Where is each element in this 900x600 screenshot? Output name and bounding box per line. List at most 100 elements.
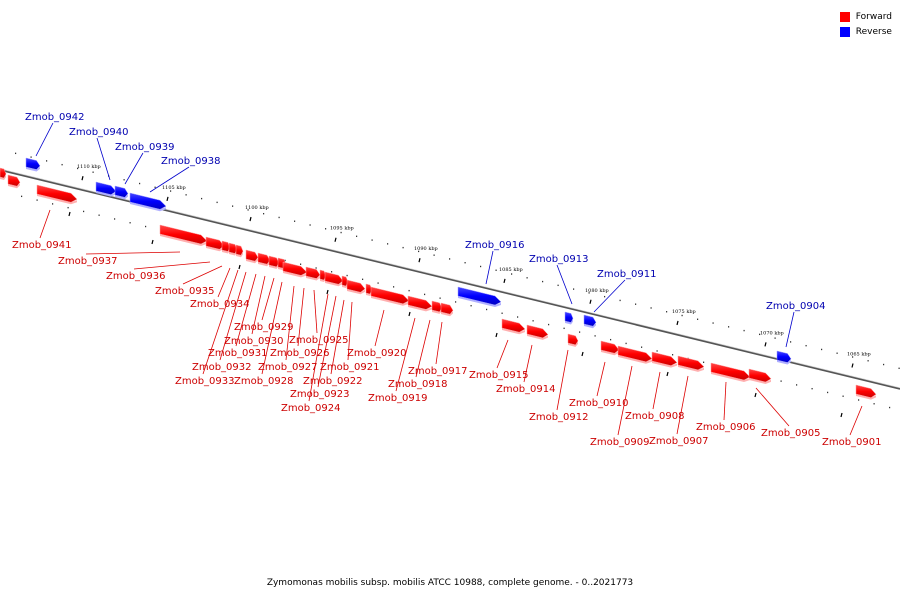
gene-leader-line [785, 311, 795, 348]
gene-leader-line [849, 405, 863, 436]
gene-label-zmob-0925[interactable]: Zmob_0925 [289, 335, 349, 346]
gene-arrow-zmob-0914[interactable] [526, 324, 549, 340]
gene-arrow-zmob-0918[interactable] [440, 302, 454, 317]
gene-arrow-zmob-0913[interactable] [564, 311, 574, 325]
gene-leader-line [652, 371, 661, 410]
gene-leader-line [395, 317, 416, 392]
gene-label-zmob-0911[interactable]: Zmob_0911 [597, 269, 657, 280]
gene-label-zmob-0923[interactable]: Zmob_0923 [290, 389, 350, 400]
gene-leader-line [261, 281, 283, 375]
gene-label-zmob-0901[interactable]: Zmob_0901 [822, 437, 882, 448]
gene-label-zmob-0909[interactable]: Zmob_0909 [590, 437, 650, 448]
gene-leader-line [219, 271, 247, 361]
gene-arrow-zmob-0931[interactable] [257, 252, 271, 267]
gene-arrow-zmob-0907[interactable] [677, 355, 705, 372]
gene-leader-line [85, 251, 181, 255]
gene-arrow-zmob-0940[interactable] [95, 181, 117, 197]
gene-label-zmob-0910[interactable]: Zmob_0910 [569, 398, 629, 409]
gene-leader-line [313, 289, 318, 334]
legend-forward: Forward [839, 9, 892, 24]
gene-label-zmob-0915[interactable]: Zmob_0915 [469, 370, 529, 381]
gene-label-zmob-0938[interactable]: Zmob_0938 [161, 156, 221, 167]
gene-label-zmob-0937[interactable]: Zmob_0937 [58, 256, 118, 267]
gene-label-zmob-0933[interactable]: Zmob_0933 [175, 376, 235, 387]
gene-leader-line [202, 269, 239, 375]
gene-arrow-zmob-0921[interactable] [370, 286, 410, 306]
gene-label-zmob-0942[interactable]: Zmob_0942 [25, 112, 85, 123]
gene-arrow-zmob-0932[interactable] [245, 249, 259, 264]
gene-leader-line [35, 122, 54, 157]
gene-arrow-zmob-0936[interactable] [205, 236, 225, 252]
gene-label-zmob-0936[interactable]: Zmob_0936 [106, 271, 166, 282]
gene-label-zmob-0914[interactable]: Zmob_0914 [496, 384, 556, 395]
gene-leader-line [308, 293, 329, 402]
gene-label-zmob-0907[interactable]: Zmob_0907 [649, 436, 709, 447]
gene-label-zmob-0917[interactable]: Zmob_0917 [408, 366, 468, 377]
gene-leader-line [593, 279, 626, 313]
gene-leader-line [485, 250, 494, 285]
gene-arrow-zmob-0925[interactable] [324, 271, 344, 287]
gene-arrow-zmob-0912[interactable] [567, 333, 579, 347]
reverse-swatch [839, 26, 850, 37]
gene-label-zmob-0918[interactable]: Zmob_0918 [388, 379, 448, 390]
scale-tick-label: 1095 kbp [330, 226, 354, 232]
gene-label-zmob-0905[interactable]: Zmob_0905 [761, 428, 821, 439]
forward-swatch [839, 11, 850, 22]
gene-arrow-zmob-0937[interactable] [159, 224, 208, 246]
gene-arrow-zmob-0904[interactable] [776, 350, 792, 365]
gene-leader-line [556, 349, 569, 411]
gene-leader-line [723, 381, 727, 421]
gene-arrow-zmob-0935[interactable] [221, 240, 231, 254]
gene-label-zmob-0904[interactable]: Zmob_0904 [766, 301, 826, 312]
gene-label-zmob-0926[interactable]: Zmob_0926 [270, 348, 330, 359]
gene-label-zmob-0912[interactable]: Zmob_0912 [529, 412, 589, 423]
gene-label-zmob-0931[interactable]: Zmob_0931 [208, 348, 268, 359]
gene-label-zmob-0913[interactable]: Zmob_0913 [529, 254, 589, 265]
gene-arrow-zmob-0920[interactable] [407, 295, 433, 312]
scale-tick-label: 1075 kbp [672, 309, 696, 315]
scale-tick [589, 299, 592, 304]
gene-label-zmob-0930[interactable]: Zmob_0930 [224, 336, 284, 347]
gene-arrow-zmob-0908[interactable] [651, 351, 678, 368]
gene-label-zmob-0916[interactable]: Zmob_0916 [465, 240, 525, 251]
gene-label-zmob-0929[interactable]: Zmob_0929 [234, 322, 294, 333]
gene-label-zmob-0940[interactable]: Zmob_0940 [69, 127, 129, 138]
gene-arrow-zmob-0928[interactable] [282, 261, 308, 278]
gene-arrow-zmob-0933[interactable] [235, 244, 244, 258]
gene-arrow-zmob-0901[interactable] [855, 384, 877, 400]
gene-leader-line [182, 265, 223, 285]
gene-label-zmob-0941[interactable]: Zmob_0941 [12, 240, 72, 251]
gene-label-zmob-0919[interactable]: Zmob_0919 [368, 393, 428, 404]
gene-label-zmob-0920[interactable]: Zmob_0920 [347, 348, 407, 359]
gene-arrow-zmob-0905[interactable] [748, 368, 772, 385]
gene-label-zmob-0928[interactable]: Zmob_0928 [234, 376, 294, 387]
gene-arrow-zmob-0941[interactable] [36, 184, 78, 205]
gene-label-zmob-0927[interactable]: Zmob_0927 [258, 362, 318, 373]
gene-label-zmob-0935[interactable]: Zmob_0935 [155, 286, 215, 297]
gene-arrow-zmob-0942[interactable] [25, 157, 41, 172]
gene-label-zmob-0921[interactable]: Zmob_0921 [320, 362, 380, 373]
gene-arrow-zmob-0919[interactable] [431, 300, 443, 314]
gene-label-zmob-0906[interactable]: Zmob_0906 [696, 422, 756, 433]
gene-arrow-zmob-0916[interactable] [457, 286, 502, 308]
gene-arrow-zmob-0939[interactable] [114, 185, 129, 200]
gene-arrow-zmob-0911[interactable] [583, 314, 597, 329]
gene-label-zmob-0924[interactable]: Zmob_0924 [281, 403, 341, 414]
scale-tick [418, 258, 421, 263]
gene-arrow-zmob-0909[interactable] [617, 345, 653, 364]
gene-label-zmob-0939[interactable]: Zmob_0939 [115, 142, 175, 153]
gene-arrow-zmob-0938[interactable] [129, 192, 167, 212]
gene-arrow-partial[interactable] [7, 174, 21, 189]
gene-arrow-zmob-0915[interactable] [501, 318, 526, 335]
gene-arrow-zmob-0930[interactable] [268, 255, 280, 269]
gene-arrow-zmob-0906[interactable] [710, 362, 751, 383]
gene-label-zmob-0934[interactable]: Zmob_0934 [190, 299, 250, 310]
gene-arrow-zmob-0923[interactable] [346, 279, 366, 295]
gene-arrow-zmob-0910[interactable] [600, 340, 620, 356]
gene-arrow-zmob-0927[interactable] [305, 266, 321, 281]
gene-label-zmob-0908[interactable]: Zmob_0908 [625, 411, 685, 422]
scale-tick [764, 342, 767, 347]
gene-label-zmob-0932[interactable]: Zmob_0932 [192, 362, 252, 373]
gene-arrow-partial[interactable] [0, 167, 7, 180]
gene-label-zmob-0922[interactable]: Zmob_0922 [303, 376, 363, 387]
